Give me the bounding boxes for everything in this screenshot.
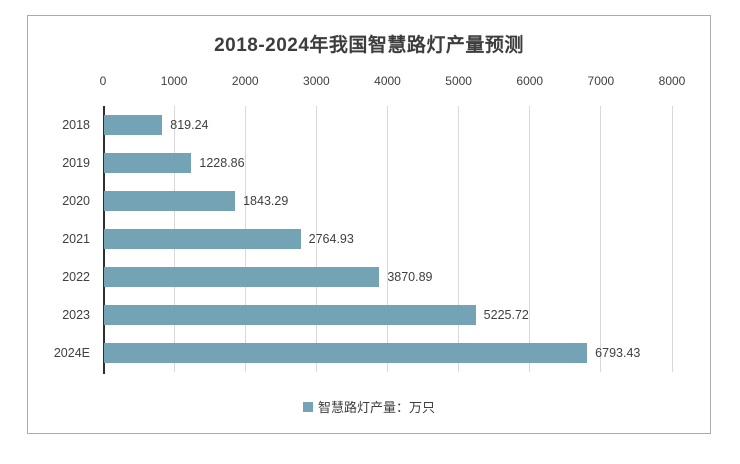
bar-row: 5225.72 [103, 296, 672, 334]
bar-value-label: 819.24 [170, 118, 209, 132]
gridline [600, 106, 602, 372]
x-tick-label: 0 [99, 74, 107, 88]
x-tick-label: 8000 [658, 74, 686, 88]
gridline [458, 106, 460, 372]
bar-value-label: 1228.86 [199, 156, 245, 170]
legend-label: 智慧路灯产量：万只 [317, 400, 435, 415]
x-tick-label: 2000 [231, 74, 259, 88]
bar-row: 1843.29 [103, 182, 672, 220]
bar-value-label: 5225.72 [483, 308, 529, 322]
gridline [315, 106, 317, 372]
gridline [671, 106, 673, 372]
x-axis: 0 1000 2000 3000 4000 5000 6000 7000 8000 [99, 74, 686, 90]
category-label-2022: 2022 [62, 270, 90, 284]
bar-2023 [104, 305, 476, 325]
bar-value-label: 2764.93 [308, 232, 354, 246]
y-axis-categories: 2018 2019 2020 2021 2022 2023 2024E [28, 106, 90, 372]
bar-row: 1228.86 [103, 144, 672, 182]
x-tick-label: 4000 [374, 74, 401, 88]
category-label-2021: 2021 [62, 232, 90, 246]
bar-value-label: 6793.43 [595, 346, 641, 360]
legend-marker-icon [302, 401, 313, 412]
bar-2022 [104, 267, 380, 287]
category-label-2023: 2023 [62, 308, 90, 322]
legend: 智慧路灯产量：万只 [28, 397, 710, 416]
x-tick-label: 3000 [303, 74, 330, 88]
chart-panel: 2018-2024年我国智慧路灯产量预测 0 1000 2000 3000 4000 50… [27, 15, 711, 434]
x-tick-label: 6000 [516, 74, 544, 88]
bar-2024E [104, 343, 588, 363]
bar-row: 6793.43 [103, 334, 672, 372]
bar-2018 [104, 115, 163, 135]
category-label-2020: 2020 [62, 194, 90, 208]
bar-2020 [104, 191, 236, 211]
bar-2021 [104, 229, 301, 249]
chart-title: 2018-2024年我国智慧路灯产量预测 [214, 35, 524, 56]
category-label-2018: 2018 [62, 118, 90, 132]
bar-row: 819.24 [103, 106, 672, 144]
x-tick-label: 5000 [445, 74, 472, 88]
bar-row: 2764.93 [103, 220, 672, 258]
bar-value-label: 1843.29 [243, 194, 289, 208]
plot-area: 819.24 1228.86 1843.29 2764.93 3870.89 5225.7… [103, 106, 673, 374]
category-label-2024E: 2024E [53, 346, 90, 360]
category-label-2019: 2019 [62, 156, 90, 170]
x-tick-label: 1000 [160, 74, 188, 88]
bar-row: 3870.89 [103, 258, 672, 296]
gridline [529, 106, 531, 372]
bar-value-label: 3870.89 [387, 270, 433, 284]
gridline [387, 106, 388, 372]
x-tick-label: 7000 [587, 74, 615, 88]
bar-2019 [104, 153, 192, 173]
